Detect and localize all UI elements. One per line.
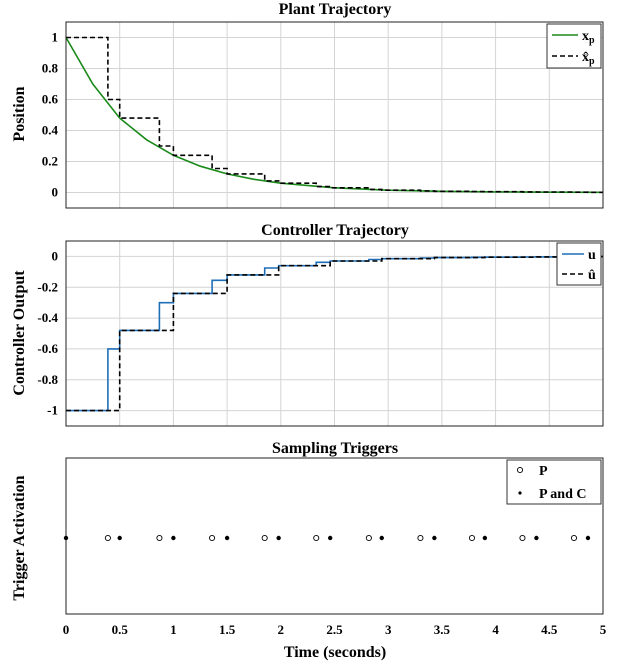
trigger-p-marker <box>261 534 268 542</box>
trigger-legend-box <box>506 459 602 505</box>
plant-ytick-label: 0.4 <box>42 123 59 138</box>
trigger-p-marker <box>156 534 163 542</box>
trigger-pc-marker <box>432 535 437 541</box>
trigger-ylabel: Trigger Activation <box>11 475 28 600</box>
plant-ytick-label: 0 <box>52 185 59 200</box>
trigger-pc-marker <box>482 535 488 541</box>
controller-ytick-label: -0.6 <box>37 341 58 356</box>
plant-legend: xp x̂p <box>546 23 602 69</box>
plant-series-estimate-line <box>66 36 603 194</box>
controller-legend-u-label: u <box>588 248 596 263</box>
time-xtick-label: 3 <box>385 622 392 637</box>
time-xtick-label: 1.5 <box>219 622 236 637</box>
time-xtick-label: 4 <box>492 622 499 637</box>
plant-ytick-label: 0.6 <box>42 92 59 107</box>
plant-ylabel: Position <box>11 86 28 141</box>
trigger-pc-marker <box>117 535 122 541</box>
trigger-pc-marker <box>276 535 281 541</box>
time-xtick-label: 1 <box>170 622 177 637</box>
controller-ylabel: Controller Output <box>11 270 28 396</box>
sampling-triggers-title: Sampling Triggers <box>272 440 398 457</box>
controller-legend: u û <box>556 242 602 286</box>
controller-series-estimate-line <box>66 255 603 412</box>
controller-ytick-label: -1 <box>47 403 58 418</box>
plant-ytick-label: 0.2 <box>42 154 58 169</box>
plant-ytick-label: 1 <box>52 30 59 45</box>
trigger-p-marker <box>519 534 526 542</box>
controller-ytick-label: 0 <box>52 248 59 263</box>
controller-ytick-label: -0.8 <box>37 372 58 387</box>
trigger-pc-marker <box>328 535 333 541</box>
time-xtick-label: 5 <box>600 622 607 637</box>
trigger-p-marker <box>209 534 216 542</box>
plant-axes-frame <box>65 21 604 209</box>
trigger-pc-marker <box>585 535 591 541</box>
time-xtick-label: 3.5 <box>434 622 451 637</box>
trigger-p-marker <box>570 534 578 542</box>
trigger-legend-p-label: P <box>539 464 548 479</box>
trigger-pc-marker <box>379 535 384 541</box>
trigger-legend: P P and C <box>506 459 602 505</box>
plant-series-primary-line <box>65 37 604 194</box>
controller-ytick-label: -0.4 <box>37 310 58 325</box>
controller-trajectory-title: Controller Trajectory <box>261 222 409 239</box>
time-xtick-label: 2.5 <box>326 622 343 637</box>
time-xtick-label: 2 <box>278 622 285 637</box>
controller-ytick-label: -0.2 <box>37 279 58 294</box>
controller-trajectory-panel: Controller Trajectory Controller Output … <box>11 222 604 427</box>
trigger-pc-marker <box>171 535 176 541</box>
trigger-p-marker <box>313 534 320 542</box>
controller-legend-uhat-label: û <box>588 268 596 283</box>
plant-trajectory-panel: Plant Trajectory Position 0 0.2 0.4 0.6 0.8 1… <box>11 1 604 209</box>
trigger-pc-marker <box>534 535 539 541</box>
time-xtick-label: 0.5 <box>112 622 129 637</box>
controller-axes-frame <box>65 240 604 427</box>
controller-legend-box <box>556 242 602 286</box>
plant-legend-box <box>546 23 602 69</box>
plant-ytick-label: 0.8 <box>42 61 59 76</box>
trigger-pc-marker <box>224 535 230 541</box>
trigger-pc-marker <box>63 535 69 541</box>
trigger-legend-pc-label: P and C <box>539 487 586 502</box>
trigger-legend-pc-marker <box>518 491 522 495</box>
trigger-p-marker <box>365 534 372 542</box>
trigger-legend-p-marker <box>516 466 524 474</box>
time-xtick-label: 4.5 <box>541 622 558 637</box>
time-xtick-label: 0 <box>63 622 70 637</box>
time-xlabel: Time (seconds) <box>284 644 386 661</box>
trigger-p-marker <box>104 534 111 542</box>
plant-trajectory-title: Plant Trajectory <box>279 1 392 18</box>
trigger-p-marker <box>417 534 424 542</box>
sampling-triggers-panel: Sampling Triggers Trigger Activation P P… <box>11 440 607 661</box>
trigger-p-marker <box>468 534 476 542</box>
